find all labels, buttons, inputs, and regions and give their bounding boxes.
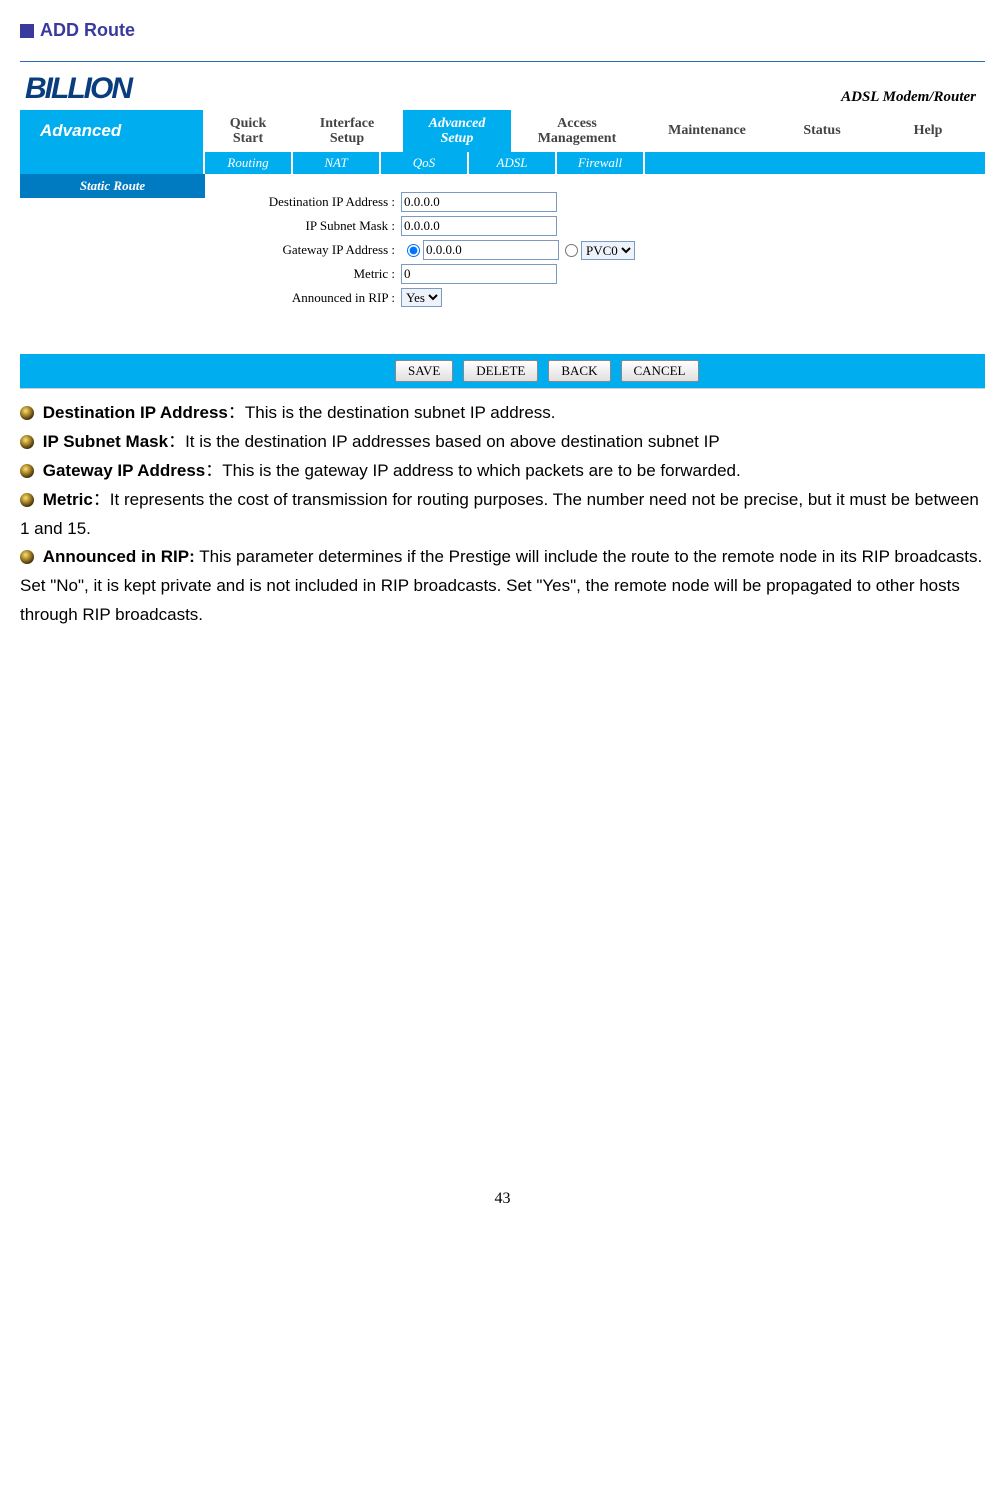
row-rip: Announced in RIP : Yes [215, 288, 975, 307]
subtab-qos[interactable]: QoS [381, 152, 469, 174]
tab-advanced-setup[interactable]: Advanced Setup [403, 110, 513, 152]
row-subnet: IP Subnet Mask : [215, 216, 975, 236]
brand-logo: BILLION [25, 72, 131, 106]
bullet-icon [20, 493, 34, 507]
section-heading: ADD Route [20, 20, 985, 41]
cancel-button[interactable]: CANCEL [621, 360, 699, 382]
section-label: Advanced [20, 110, 205, 152]
label-gateway: Gateway IP Address : [215, 242, 401, 258]
bullet-icon [20, 406, 34, 420]
tab-maintenance[interactable]: Maintenance [643, 110, 773, 152]
buttonbar-left [20, 354, 205, 388]
square-bullet-icon [20, 24, 34, 38]
static-route-label: Static Route [20, 174, 205, 198]
input-dest-ip[interactable] [401, 192, 557, 212]
main-tab-row: Advanced Quick Start Interface Setup Adv… [20, 110, 985, 152]
row-dest-ip: Destination IP Address : [215, 192, 975, 212]
desc-dest-ip: Destination IP Address：This is the desti… [20, 399, 985, 428]
button-bar: SAVE DELETE BACK CANCEL [20, 354, 985, 388]
desc-rip: Announced in RIP: This parameter determi… [20, 543, 985, 630]
delete-button[interactable]: DELETE [463, 360, 538, 382]
select-rip[interactable]: Yes [401, 288, 442, 307]
term-subnet: IP Subnet Mask [43, 432, 168, 451]
text-dest-ip: ：This is the destination subnet IP addre… [228, 403, 556, 422]
select-pvc[interactable]: PVC0 [581, 241, 635, 260]
description-block: Destination IP Address：This is the desti… [20, 399, 985, 630]
subtab-routing[interactable]: Routing [205, 152, 293, 174]
save-button[interactable]: SAVE [395, 360, 453, 382]
radio-gateway-ip[interactable] [407, 244, 420, 257]
form-body: Destination IP Address : IP Subnet Mask … [205, 174, 985, 354]
subtab-filler [645, 152, 985, 174]
input-gateway[interactable] [423, 240, 559, 260]
tab-status[interactable]: Status [773, 110, 873, 152]
input-subnet[interactable] [401, 216, 557, 236]
input-metric[interactable] [401, 264, 557, 284]
form-area: Static Route Destination IP Address : IP… [20, 174, 985, 354]
row-gateway: Gateway IP Address : PVC0 [215, 240, 975, 260]
form-sidebar: Static Route [20, 174, 205, 354]
subtab-spacer [20, 152, 205, 174]
tab-help[interactable]: Help [873, 110, 983, 152]
router-ui: BILLION ADSL Modem/Router Advanced Quick… [20, 67, 985, 389]
subtab-firewall[interactable]: Firewall [557, 152, 645, 174]
buttonbar-right: SAVE DELETE BACK CANCEL [205, 354, 985, 388]
bullet-icon [20, 435, 34, 449]
desc-subnet: IP Subnet Mask：It is the destination IP … [20, 428, 985, 457]
subtab-adsl[interactable]: ADSL [469, 152, 557, 174]
term-gateway: Gateway IP Address [43, 461, 206, 480]
term-dest-ip: Destination IP Address [43, 403, 228, 422]
heading-text: ADD Route [40, 20, 135, 41]
radio-gateway-pvc[interactable] [565, 244, 578, 257]
desc-metric: Metric：It represents the cost of transmi… [20, 486, 985, 544]
subtab-nat[interactable]: NAT [293, 152, 381, 174]
term-rip: Announced in RIP: [43, 547, 195, 566]
row-metric: Metric : [215, 264, 975, 284]
sub-tab-row: Routing NAT QoS ADSL Firewall [20, 152, 985, 174]
label-rip: Announced in RIP : [215, 290, 401, 306]
page-number: 43 [20, 1190, 985, 1208]
tab-quick-start[interactable]: Quick Start [205, 110, 293, 152]
sidebar-fill [20, 198, 205, 354]
device-type-label: ADSL Modem/Router [841, 89, 980, 106]
label-subnet: IP Subnet Mask : [215, 218, 401, 234]
router-header: BILLION ADSL Modem/Router [20, 67, 985, 106]
bullet-icon [20, 550, 34, 564]
text-subnet: ：It is the destination IP addresses base… [168, 432, 720, 451]
text-gateway: ：This is the gateway IP address to which… [205, 461, 740, 480]
label-metric: Metric : [215, 266, 401, 282]
separator-line [20, 61, 985, 62]
desc-gateway: Gateway IP Address：This is the gateway I… [20, 457, 985, 486]
bullet-icon [20, 464, 34, 478]
term-metric: Metric [43, 490, 93, 509]
back-button[interactable]: BACK [548, 360, 610, 382]
tab-access-management[interactable]: Access Management [513, 110, 643, 152]
text-metric: ：It represents the cost of transmission … [20, 490, 979, 538]
label-dest-ip: Destination IP Address : [215, 194, 401, 210]
tab-interface-setup[interactable]: Interface Setup [293, 110, 403, 152]
